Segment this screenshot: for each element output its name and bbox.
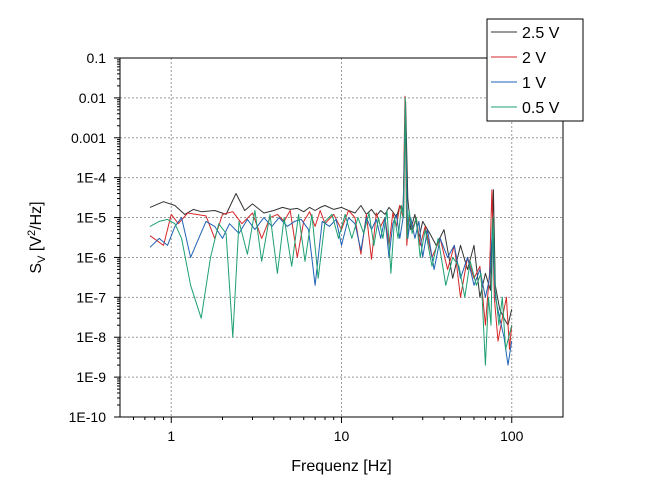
series-line-2-5-v <box>149 101 513 326</box>
x-tick-label: 10 <box>334 428 350 444</box>
y-tick-label: 1E-9 <box>76 369 106 385</box>
legend-box <box>486 18 584 122</box>
axis-ticks <box>114 57 513 423</box>
x-tick-label: 100 <box>500 428 524 444</box>
x-axis-title: Frequenz [Hz] <box>291 458 391 475</box>
y-tick-label: 1E-7 <box>76 289 106 305</box>
grid-lines <box>120 58 563 417</box>
series-line-0-5-v <box>149 97 513 366</box>
y-tick-label: 1E-4 <box>76 170 106 186</box>
legend-label: 1 V <box>522 75 546 92</box>
x-tick-label: 1 <box>167 428 175 444</box>
series-line-2-v <box>149 95 513 350</box>
y-tick-label: 0.01 <box>79 90 106 106</box>
y-tick-label: 1E-8 <box>76 329 106 345</box>
y-tick-label: 0.1 <box>87 50 107 66</box>
legend: 2.5 V 2 V 1 V 0.5 V <box>486 18 584 122</box>
series-line-1-v <box>149 109 513 366</box>
y-tick-label: 1E-10 <box>69 409 107 425</box>
y-axis-title-main: S <box>28 263 45 274</box>
y-axis-title: SV [V2/Hz] <box>26 201 48 273</box>
legend-label: 2 V <box>522 50 546 67</box>
series-layer <box>149 95 513 366</box>
legend-label: 0.5 V <box>522 100 560 117</box>
y-axis-title-sub: V <box>36 255 48 263</box>
y-tick-label: 0.001 <box>71 130 106 146</box>
y-axis-title-sup: 2 <box>26 230 38 236</box>
legend-label: 2.5 V <box>522 25 560 42</box>
y-tick-label: 1E-5 <box>76 210 106 226</box>
y-axis-title-post: /Hz] <box>28 201 45 229</box>
tick-labels: 1E-10 1E-9 1E-8 1E-7 1E-6 1E-5 1E-4 0.001 0.01 0.… <box>69 50 524 444</box>
y-tick-label: 1E-6 <box>76 249 106 265</box>
y-axis-title-pre: [V <box>28 236 45 256</box>
